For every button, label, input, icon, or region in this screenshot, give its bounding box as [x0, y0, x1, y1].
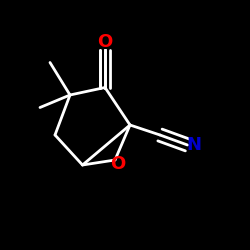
Text: O: O: [110, 155, 125, 173]
Text: N: N: [186, 136, 201, 154]
Text: O: O: [98, 34, 112, 52]
